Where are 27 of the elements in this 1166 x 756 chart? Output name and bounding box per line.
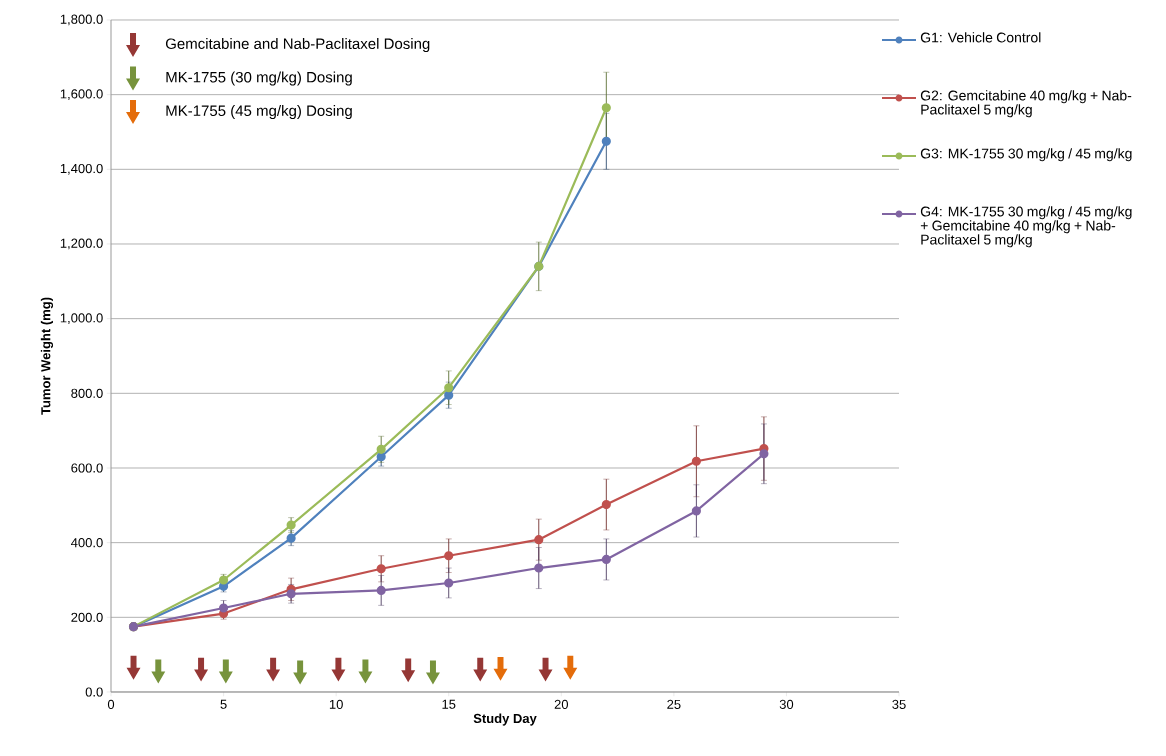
y-tick-label: 1,000.0 bbox=[60, 313, 103, 325]
y-tick-label: 1,200.0 bbox=[60, 238, 103, 250]
y-tick-label: 400.0 bbox=[71, 538, 103, 548]
legend-label: G3: MK-1755 30 mg/kg / 45 mg/kg bbox=[920, 148, 1132, 162]
x-tick-label: 30 bbox=[779, 699, 794, 709]
y-tick-label: 1,600.0 bbox=[60, 89, 103, 101]
x-tick-label: 15 bbox=[442, 699, 456, 709]
legend-label: MK-1755 (45 mg/kg) Dosing bbox=[166, 104, 352, 119]
y-tick-label: 800.0 bbox=[71, 388, 103, 398]
x-tick-label: 5 bbox=[220, 699, 227, 709]
y-tick-label: 200.0 bbox=[71, 612, 103, 622]
legend-label: Gemcitabine and Nab-Paclitaxel Dosing bbox=[165, 37, 430, 52]
legend-label: MK-1755 (30 mg/kg) Dosing bbox=[166, 71, 352, 86]
x-tick-label: 10 bbox=[329, 699, 343, 709]
x-tick-label: 20 bbox=[554, 699, 569, 709]
y-axis-title: Tumor Weight (mg) bbox=[40, 297, 54, 415]
x-axis-title: Study Day bbox=[473, 713, 537, 726]
legend-label: G4: MK-1755 30 mg/kg / 45 mg/kg + Gemcitabine 40 mg/kg + Nab-Paclitaxel 5 mg/kg bbox=[920, 206, 1132, 248]
x-tick-label: 0 bbox=[107, 699, 115, 709]
x-tick-label: 35 bbox=[892, 699, 906, 709]
y-tick-label: 600.0 bbox=[71, 463, 103, 473]
y-tick-label: 0.0 bbox=[85, 687, 103, 697]
legend-label: G1: Vehicle Control bbox=[920, 32, 1041, 43]
legend-label: G2: Gemcitabine 40 mg/kg + Nab-Paclitaxel 5 mg/kg bbox=[920, 90, 1132, 118]
x-tick-label: 25 bbox=[667, 699, 681, 709]
y-tick-label: 1,800.0 bbox=[60, 14, 103, 26]
y-tick-label: 1,400.0 bbox=[60, 163, 103, 175]
